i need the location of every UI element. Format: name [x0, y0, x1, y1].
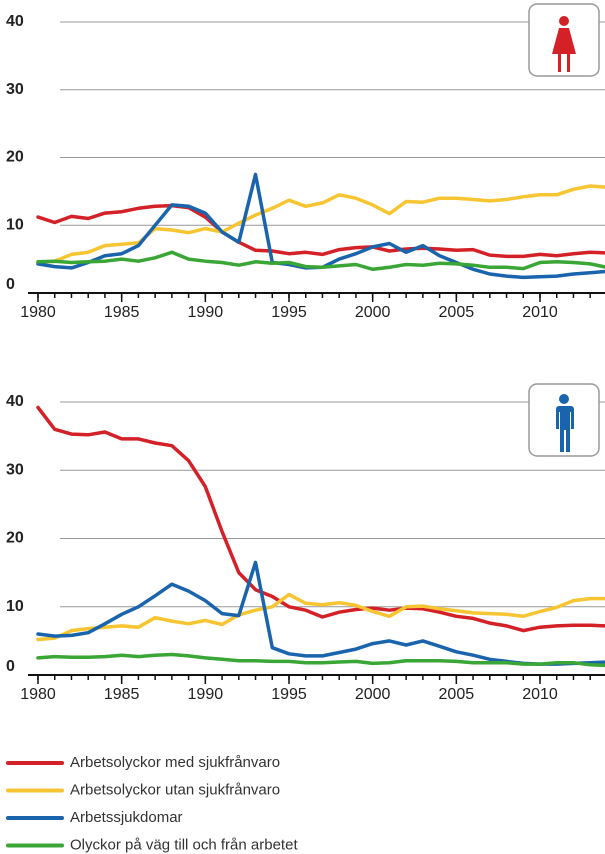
x-tick-label: 1980: [20, 686, 56, 703]
x-tick-label: 2000: [355, 304, 391, 321]
y-tick-label: 20: [6, 530, 24, 547]
x-tick-label: 1985: [104, 686, 140, 703]
series-line: [36, 652, 605, 668]
x-tick-label: 1985: [104, 304, 140, 321]
legend-label: Olyckor på väg till och från arbetet: [70, 836, 298, 853]
y-tick-label: 40: [6, 13, 24, 30]
series-line: [36, 184, 605, 265]
legend-label: Arbetsolyckor med sjukfrånvaro: [70, 754, 280, 771]
y-tick-label: 40: [6, 393, 24, 410]
legend-label: Arbetsolyckor utan sjukfrånvaro: [70, 781, 280, 798]
x-tick-label: 1980: [20, 304, 56, 321]
series-line: [36, 560, 605, 666]
series-line: [36, 203, 605, 259]
y-tick-label: 0: [6, 276, 15, 293]
x-tick-label: 2005: [439, 304, 475, 321]
x-tick-label: 2010: [522, 686, 558, 703]
legend-label: Arbetssjukdomar: [70, 809, 183, 826]
x-tick-label: 1990: [188, 686, 224, 703]
x-tick-label: 2005: [439, 686, 475, 703]
x-tick-label: 1995: [271, 686, 307, 703]
x-tick-label: 1990: [188, 304, 224, 321]
y-tick-label: 20: [6, 149, 24, 166]
y-tick-label: 30: [6, 81, 24, 98]
series-line: [36, 405, 605, 633]
x-tick-label: 1995: [271, 304, 307, 321]
x-tick-label: 2000: [355, 686, 391, 703]
series-line: [36, 250, 605, 272]
female-icon: [528, 3, 600, 77]
y-tick-label: 10: [6, 598, 24, 615]
y-tick-label: 0: [6, 658, 15, 675]
y-tick-label: 30: [6, 461, 24, 478]
series-line: [36, 592, 605, 642]
series-line: [36, 172, 605, 280]
x-tick-label: 2010: [522, 304, 558, 321]
male-icon: [528, 383, 600, 457]
y-tick-label: 10: [6, 216, 24, 233]
